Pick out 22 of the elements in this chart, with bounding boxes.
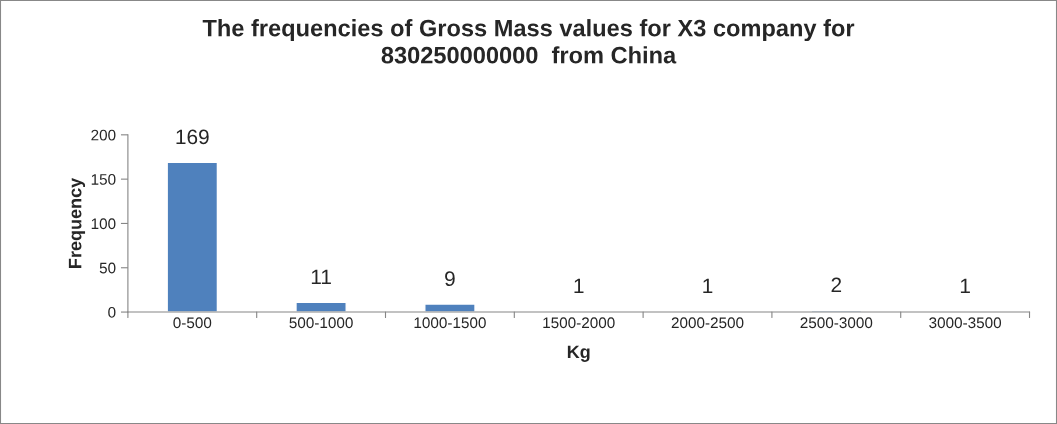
x-axis-title: Kg [567, 345, 590, 362]
x-tick-label: 500-1000 [289, 317, 353, 329]
x-tick-label: 1500-2000 [543, 317, 615, 329]
y-tick-label: 50 [99, 262, 116, 274]
data-label: 1 [960, 278, 970, 293]
x-tick-label: 2000-2500 [671, 317, 744, 329]
x-tick-label: 3000-3500 [929, 317, 1002, 329]
x-tick-label: 2500-3000 [800, 317, 873, 329]
y-tick-label: 100 [91, 218, 116, 230]
data-label: 11 [311, 269, 331, 285]
data-label: 9 [445, 271, 455, 287]
y-tick-label: 200 [91, 129, 116, 141]
y-tick-label: 150 [91, 174, 116, 185]
data-label: 1 [574, 278, 584, 293]
chart-title: The frequencies of Gross Mass values for X3 company for 830250000000 from China [202, 19, 855, 64]
x-tick-label: 0-500 [173, 317, 212, 329]
data-label: 2 [831, 277, 842, 293]
y-tick-label: 0 [108, 306, 116, 318]
data-label: 169 [176, 129, 209, 145]
x-tick-label: 1000-1500 [414, 317, 486, 329]
y-axis-title: Frequency [68, 177, 86, 268]
data-label: 1 [703, 278, 713, 293]
